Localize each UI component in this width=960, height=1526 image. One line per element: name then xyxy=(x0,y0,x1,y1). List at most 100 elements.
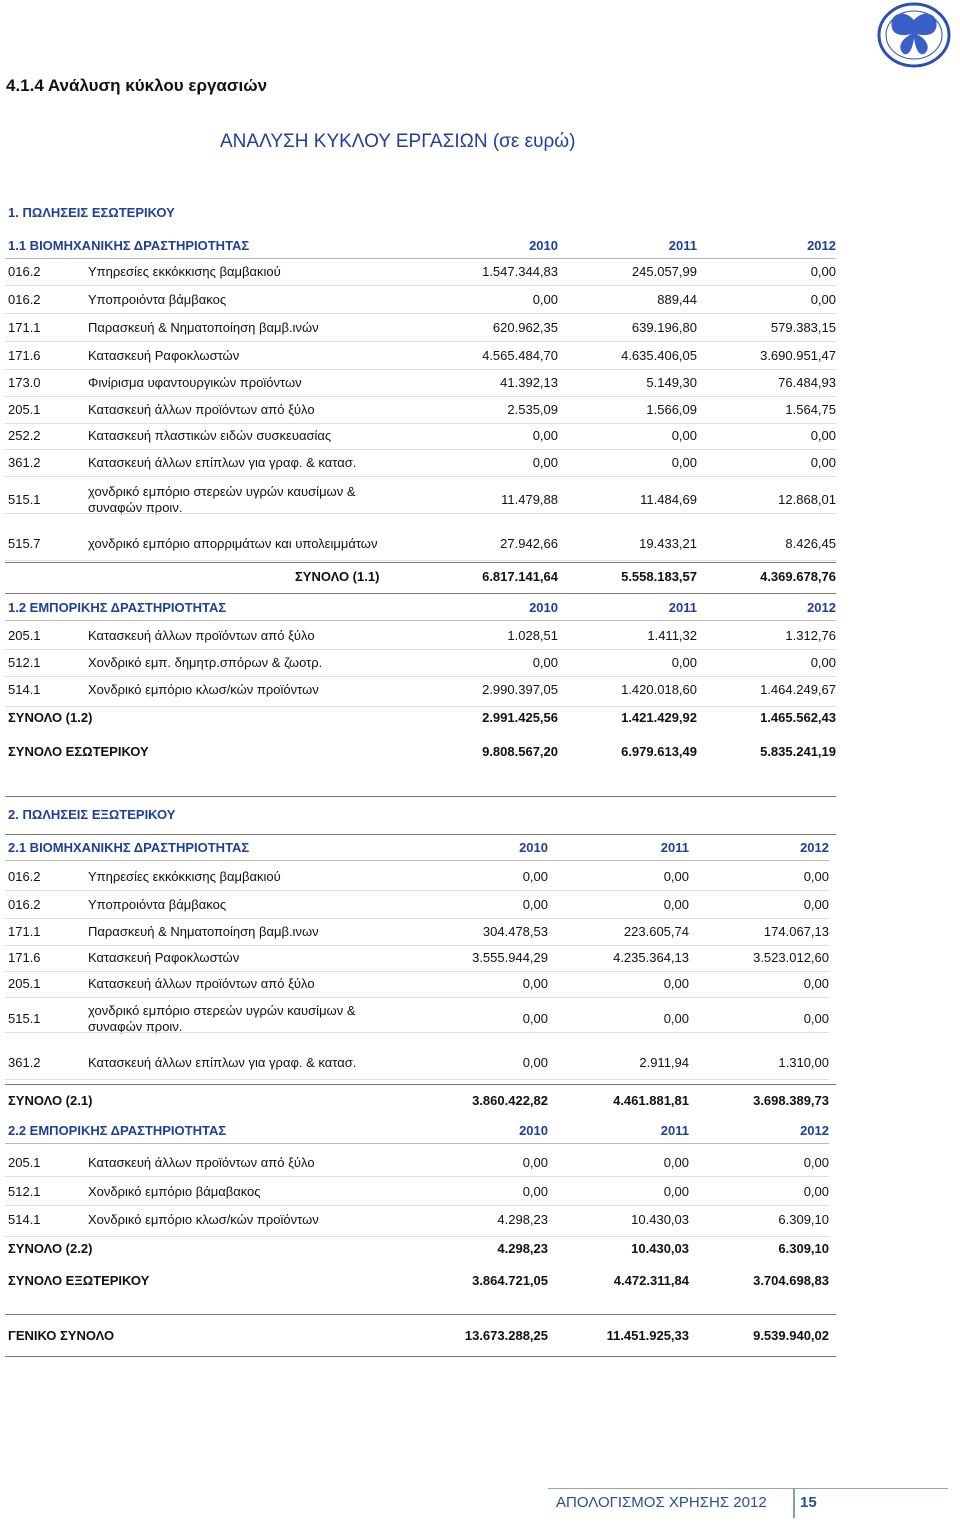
row-value: 0,00 xyxy=(532,428,558,443)
row-code: 173.0 xyxy=(8,375,41,390)
row-value: 0,00 xyxy=(671,428,697,443)
row-code: 171.6 xyxy=(8,950,41,965)
row-value: 2.535,09 xyxy=(507,402,558,417)
row-value: 0,00 xyxy=(803,1155,829,1170)
total-label: ΓΕΝΙΚΟ ΣΥΝΟΛΟ xyxy=(8,1328,115,1343)
year-header: 2011 xyxy=(668,600,697,615)
total-value: 3.698.389,73 xyxy=(753,1093,829,1108)
row-code: 016.2 xyxy=(8,264,41,279)
row-code: 171.1 xyxy=(8,924,41,939)
row-value: 12.868,01 xyxy=(778,492,836,507)
row-name: Χονδρικό εμπόριο κλωσ/κών προϊόντων xyxy=(88,1212,319,1227)
total-value: 1.421.429,92 xyxy=(621,710,697,725)
row-value: 245.057,99 xyxy=(631,264,697,279)
row-name: Υπηρεσίες εκκόκκισης βαμβακιού xyxy=(88,264,281,279)
row-code: 514.1 xyxy=(8,682,41,697)
row-code: 171.6 xyxy=(8,348,41,363)
rule xyxy=(5,593,836,594)
rule xyxy=(5,476,836,477)
row-name: Παρασκευή & Νηματοποίηση βαμβ.ινών xyxy=(88,320,319,335)
row-value: 0,00 xyxy=(810,428,836,443)
row-value: 0,00 xyxy=(810,655,836,670)
row-value: 0,00 xyxy=(803,897,829,912)
row-code: 205.1 xyxy=(8,976,41,991)
year-header: 2012 xyxy=(807,238,836,253)
row-value: 4.635.406,05 xyxy=(621,348,697,363)
total-value: 13.673.288,25 xyxy=(464,1328,548,1343)
row-name: Κατασκευή πλαστικών ειδών συσκευασίας xyxy=(88,428,332,443)
rule xyxy=(5,1079,829,1080)
row-value: 19.433,21 xyxy=(639,536,697,551)
row-value: 10.430,03 xyxy=(631,1212,689,1227)
row-value: 27.942,66 xyxy=(500,536,558,551)
year-header: 2012 xyxy=(807,600,836,615)
row-value: 1.547.344,83 xyxy=(482,264,558,279)
row-value: 0,00 xyxy=(810,292,836,307)
row-value: 1.028,51 xyxy=(507,628,558,643)
rule xyxy=(5,449,836,450)
total-value: 3.704.698,83 xyxy=(753,1273,829,1288)
rule xyxy=(5,945,829,946)
row-value: 0,00 xyxy=(522,1055,548,1070)
row-value: 1.564,75 xyxy=(785,402,836,417)
total-value: 6.309,10 xyxy=(778,1241,829,1256)
row-value: 76.484,93 xyxy=(778,375,836,390)
row-value: 1.464.249,67 xyxy=(760,682,836,697)
row-value: 0,00 xyxy=(663,976,689,991)
row-code: 016.2 xyxy=(8,292,41,307)
row-value: 0,00 xyxy=(663,897,689,912)
year-header: 2010 xyxy=(519,840,548,855)
section-heading: 2. ΠΩΛΗΣΕΙΣ ΕΞΩΤΕΡΙΚΟΥ xyxy=(8,807,176,822)
row-value: 8.426,45 xyxy=(785,536,836,551)
rule xyxy=(5,1236,829,1237)
footer-text: ΑΠΟΛΟΓΙΣΜΟΣ ΧΡΗΣΗΣ 2012 xyxy=(556,1494,767,1511)
year-header: 2012 xyxy=(800,1123,829,1138)
rule xyxy=(5,369,836,370)
rule xyxy=(5,285,836,286)
row-name: Κατασκευή άλλων προϊόντων από ξύλο xyxy=(88,628,315,643)
rule xyxy=(5,1356,836,1357)
row-value: 2.990.397,05 xyxy=(482,682,558,697)
year-header: 2011 xyxy=(668,238,697,253)
row-name: Χονδρικό εμπ. δημητρ.σπόρων & ζωοτρ. xyxy=(88,655,323,670)
row-name: Χονδρικό εμπόριο κλωσ/κών προϊόντων xyxy=(88,682,319,697)
row-code: 361.2 xyxy=(8,1055,41,1070)
row-name: Κατασκευή Ραφοκλωστών xyxy=(88,950,240,965)
row-value: 0,00 xyxy=(522,976,548,991)
row-name: χονδρικό εμπόριο απορριμάτων και υπολειμ… xyxy=(88,536,378,551)
total-label: ΣΥΝΟΛΟ (1.2) xyxy=(8,710,93,725)
row-value: 0,00 xyxy=(522,897,548,912)
rule xyxy=(5,890,829,891)
row-value: 1.310,00 xyxy=(778,1055,829,1070)
rule xyxy=(5,918,829,919)
total-value: 2.991.425,56 xyxy=(482,710,558,725)
total-label: ΣΥΝΟΛΟ (1.1) xyxy=(295,569,380,584)
row-name: Υπηρεσίες εκκόκκισης βαμβακιού xyxy=(88,869,281,884)
section-heading: 1. ΠΩΛΗΣΕΙΣ ΕΣΩΤΕΡΙΚΟΥ xyxy=(8,205,175,220)
row-name: Κατασκευή άλλων επίπλων για γραφ. & κατα… xyxy=(88,1055,357,1070)
rule xyxy=(5,313,836,314)
row-value: 620.962,35 xyxy=(492,320,558,335)
row-value: 0,00 xyxy=(532,655,558,670)
row-value: 0,00 xyxy=(671,455,697,470)
row-value: 0,00 xyxy=(803,869,829,884)
rule xyxy=(5,513,836,514)
row-value: 0,00 xyxy=(663,1184,689,1199)
row-value: 0,00 xyxy=(522,1184,548,1199)
rule xyxy=(5,258,836,259)
row-code: 205.1 xyxy=(8,1155,41,1170)
rule xyxy=(5,1205,829,1206)
rule xyxy=(5,834,836,835)
row-name: Κατασκευή άλλων επίπλων για γραφ. & κατα… xyxy=(88,455,357,470)
row-name: Κατασκευή άλλων προϊόντων από ξύλο xyxy=(88,1155,315,1170)
subsection-heading: 1.2 ΕΜΠΟΡΙΚΗΣ ΔΡΑΣΤΗΡΙΟΤΗΤΑΣ xyxy=(8,600,227,615)
row-value: 304.478,53 xyxy=(482,924,548,939)
row-code: 514.1 xyxy=(8,1212,41,1227)
rule xyxy=(5,676,836,677)
year-header: 2010 xyxy=(529,238,558,253)
row-code: 515.7 xyxy=(8,536,41,551)
rule xyxy=(5,396,836,397)
row-value: 5.149,30 xyxy=(646,375,697,390)
rule xyxy=(5,971,829,972)
year-header: 2011 xyxy=(660,840,689,855)
